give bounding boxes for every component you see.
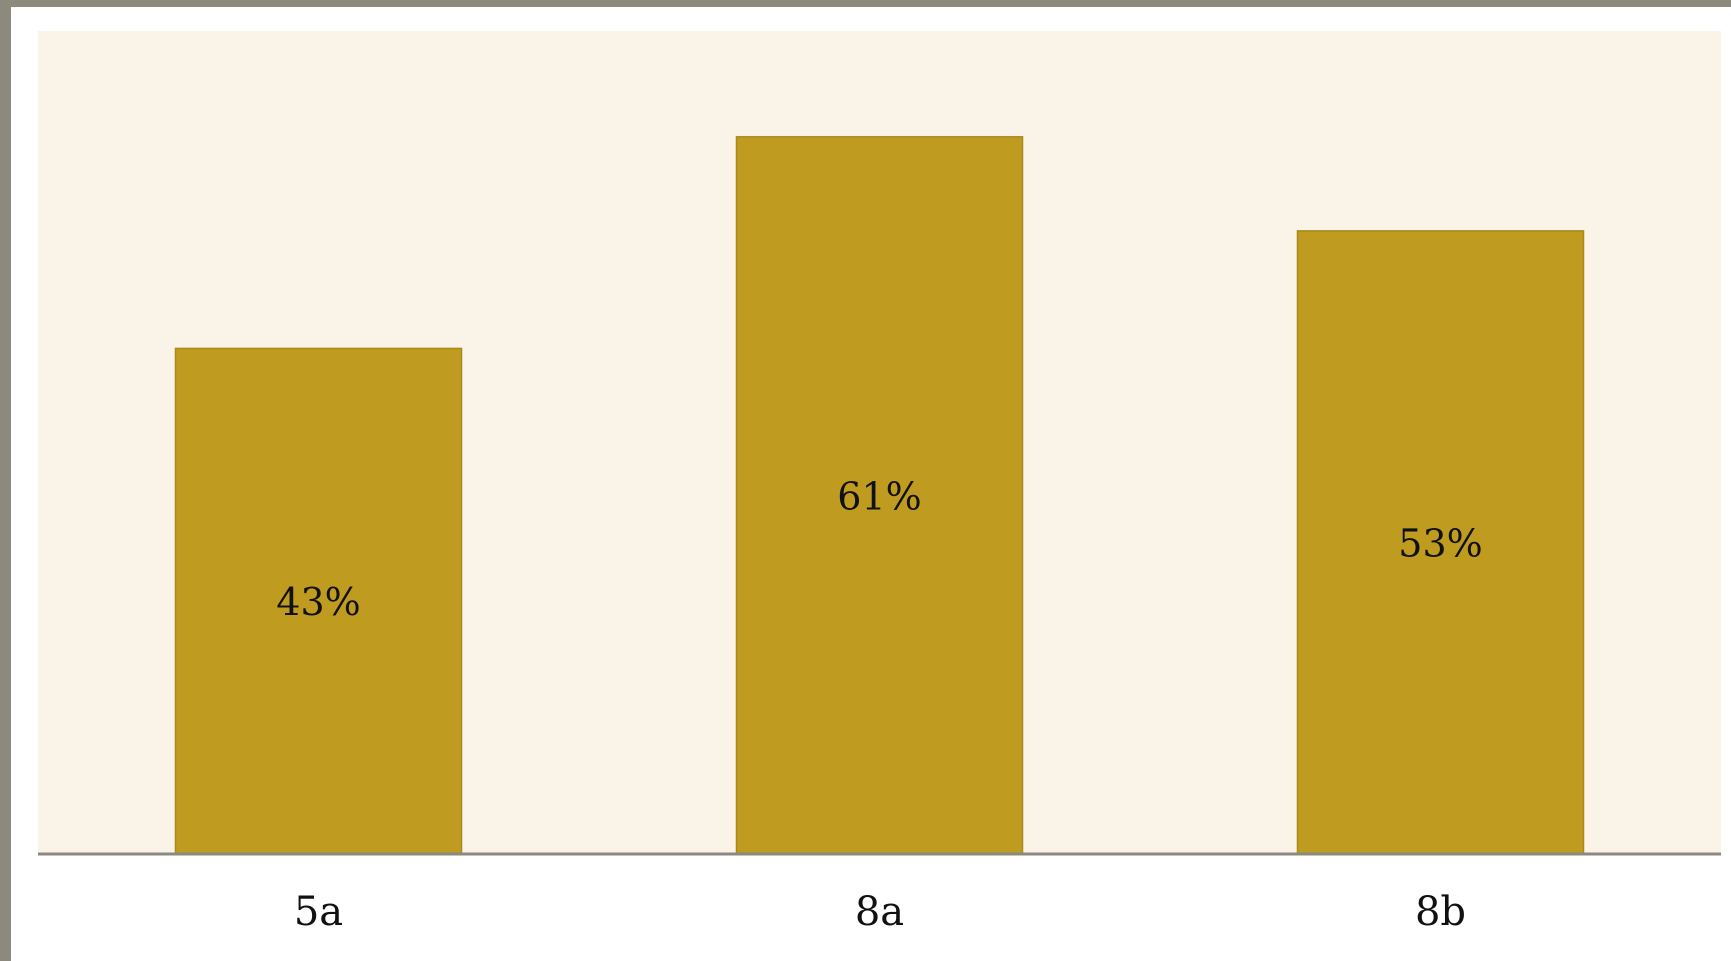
x-tick-label-8b: 8b [1415,889,1466,935]
bar-8b [1296,230,1585,855]
bar-8a [735,136,1024,855]
bar-chart: 43% 61% 53% 5a 8a 8b [38,31,1721,935]
data-label-8a: 61% [837,474,921,518]
x-tick-label-8a: 8a [855,889,904,935]
data-label-5a: 43% [276,580,360,624]
bar-5a [174,347,463,855]
slide-frame: 43% 61% 53% 5a 8a 8b [11,7,1731,961]
x-tick-label-5a: 5a [294,889,343,935]
data-label-8b: 53% [1398,521,1482,565]
x-tick-labels: 5a 8a 8b [294,889,1466,935]
bars-group: 43% 61% 53% [174,136,1585,855]
